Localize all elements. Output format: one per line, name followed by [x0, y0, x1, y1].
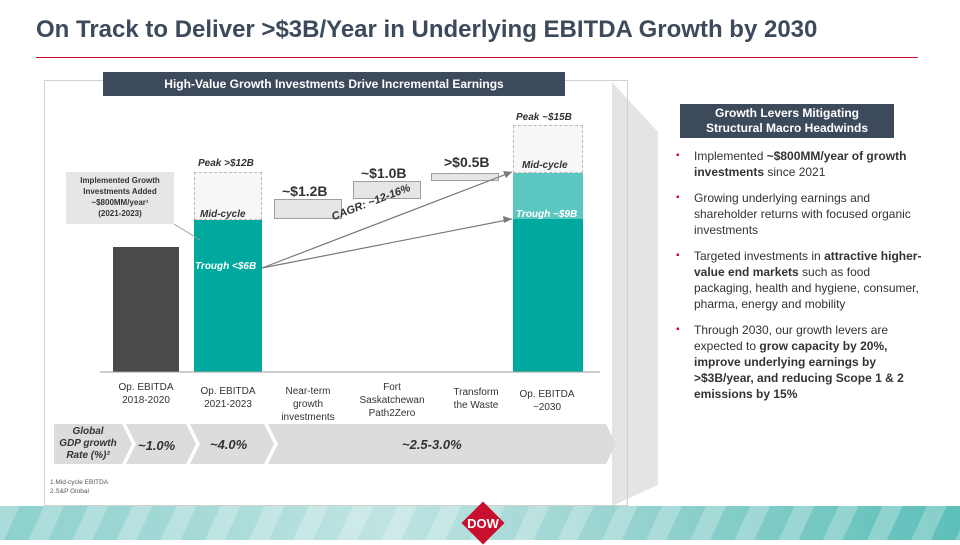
- gdp-value-2030: ~2.5-3.0%: [402, 437, 462, 452]
- bullet-text: Implemented: [694, 149, 767, 163]
- bullet-text: Targeted investments in: [694, 249, 824, 263]
- footnotes: 1.Mid-cycle EBITDA 2.S&P Global: [50, 478, 108, 496]
- bullet-text: since 2021: [764, 165, 825, 179]
- growth-levers-list: Implemented ~$800MM/year of growth inves…: [676, 148, 926, 412]
- bullet-item: Through 2030, our growth levers are expe…: [676, 322, 926, 402]
- gdp-value-2021-2023: ~4.0%: [210, 437, 247, 452]
- bullet-item: Targeted investments in attractive highe…: [676, 248, 926, 312]
- footnote: 1.Mid-cycle EBITDA: [50, 478, 108, 487]
- header-line: Structural Macro Headwinds: [680, 121, 894, 136]
- gdp-value-2018-2020: ~1.0%: [138, 438, 175, 453]
- bullet-item: Growing underlying earnings and sharehol…: [676, 190, 926, 238]
- gdp-label-line: GDP growth: [54, 438, 122, 450]
- gdp-row-label: Global GDP growth Rate (%)²: [54, 426, 122, 462]
- header-line: Growth Levers Mitigating: [680, 106, 894, 121]
- footnote: 2.S&P Global: [50, 487, 108, 496]
- growth-levers-header: Growth Levers Mitigating Structural Macr…: [680, 104, 894, 138]
- gdp-label-line: Rate (%)²: [54, 450, 122, 462]
- bullet-text: Growing underlying earnings and sharehol…: [694, 191, 911, 237]
- bullet-item: Implemented ~$800MM/year of growth inves…: [676, 148, 926, 180]
- logo-text: DOW: [450, 516, 516, 531]
- gdp-label-line: Global: [54, 426, 122, 438]
- dow-logo: DOW: [450, 508, 520, 538]
